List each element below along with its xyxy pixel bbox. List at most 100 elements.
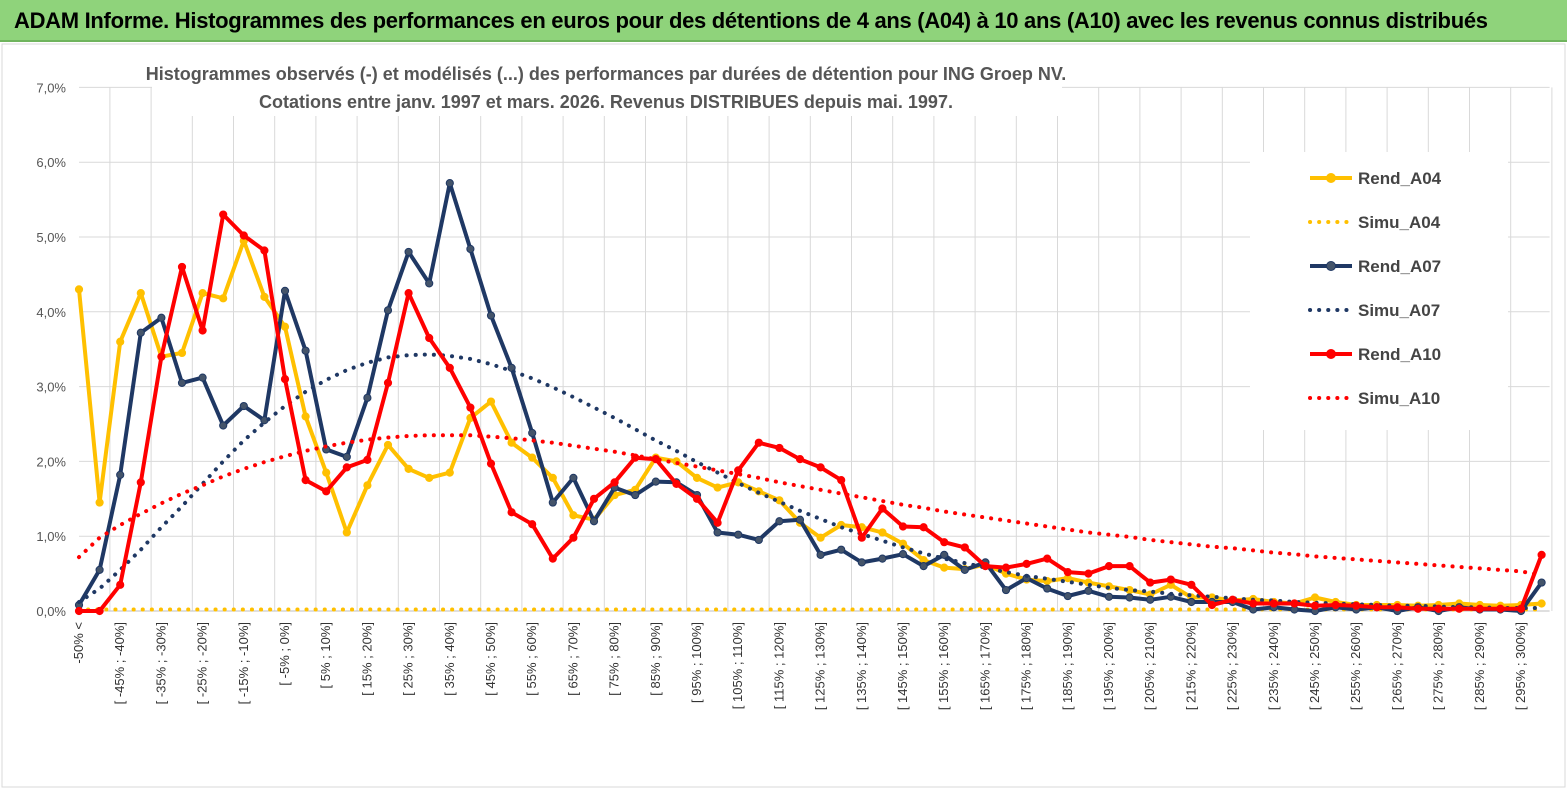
x-tick-label: [ 25% ; 30%] (401, 622, 416, 696)
data-point (528, 520, 537, 529)
data-point (507, 508, 516, 517)
data-point (95, 606, 104, 616)
x-tick-label: [ 255% ; 260%] (1348, 622, 1363, 710)
legend-entry-Simu_A10: Simu_A10 (1308, 389, 1440, 408)
data-point (1187, 597, 1196, 607)
x-tick-label: [ 145% ; 150%] (895, 622, 910, 710)
data-point (1043, 584, 1052, 593)
data-point (1125, 562, 1134, 571)
legend-entry-Rend_A10: Rend_A10 (1310, 345, 1441, 364)
series-line (77, 433, 1544, 578)
data-point (445, 468, 454, 477)
data-point (466, 244, 475, 254)
data-point (548, 554, 557, 563)
data-point (425, 333, 434, 343)
data-point (136, 478, 145, 487)
data-point (404, 247, 413, 257)
data-point (672, 479, 681, 488)
data-point (734, 530, 743, 539)
data-point (1063, 568, 1072, 577)
data-point (528, 453, 537, 462)
legend-marker (1326, 173, 1336, 183)
data-point (1475, 604, 1484, 613)
data-point (342, 452, 351, 462)
data-point (1187, 580, 1196, 589)
data-point (1455, 604, 1464, 613)
x-tick-label: [ -15% ; -10%] (236, 622, 251, 704)
data-point (1022, 559, 1031, 568)
x-tick-label: [ -35% ; -30%] (153, 622, 168, 704)
data-point (74, 285, 84, 294)
data-point (445, 363, 454, 372)
data-point (713, 483, 722, 492)
data-point (589, 517, 599, 526)
x-tick-label: [ 85% ; 90%] (648, 622, 663, 696)
data-point (280, 322, 290, 331)
data-point (775, 517, 784, 526)
data-point (837, 545, 846, 554)
x-tick-label: [ 205% ; 210%] (1142, 622, 1157, 710)
x-tick-label: [ 175% ; 180%] (1019, 622, 1034, 710)
series-Simu_A10 (77, 433, 1544, 578)
data-point (1331, 600, 1340, 610)
data-point (280, 286, 290, 295)
x-tick-label: [ 235% ; 240%] (1266, 622, 1281, 710)
data-point (816, 550, 825, 560)
data-point (301, 476, 310, 485)
data-point (425, 473, 434, 482)
data-point (775, 443, 784, 453)
x-tick-label: [ 295% ; 300%] (1513, 622, 1528, 710)
x-tick-label: [ 95% ; 100%] (689, 622, 704, 703)
data-point (1537, 599, 1546, 608)
x-tick-label: [ 125% ; 130%] (813, 622, 828, 710)
data-point (610, 478, 619, 487)
y-tick-label: 1,0% (36, 529, 66, 544)
data-point (322, 468, 331, 477)
legend-background (1250, 152, 1508, 430)
data-point (219, 294, 228, 303)
x-tick-label: [ 285% ; 290%] (1472, 622, 1487, 710)
legend: Rend_A04 Simu_A04 Rend_A07 Simu_A07 Rend_A10… (1308, 169, 1442, 408)
data-point (878, 528, 887, 537)
legend-label: Simu_A10 (1358, 389, 1440, 408)
data-point (342, 463, 351, 472)
x-tick-label: [ 135% ; 140%] (854, 622, 869, 710)
data-point (1084, 586, 1093, 595)
data-point (1413, 604, 1423, 613)
y-tick-label: 3,0% (36, 380, 66, 395)
data-point (1496, 604, 1505, 613)
data-point (486, 397, 496, 406)
data-point (363, 481, 372, 490)
data-point (1516, 604, 1526, 613)
chart-title-background (152, 58, 1062, 116)
data-point (569, 533, 578, 542)
data-point (1249, 599, 1258, 608)
chart-subtitle: Cotations entre janv. 1997 et mars. 2026… (259, 92, 953, 112)
data-point (898, 522, 908, 531)
data-point (1269, 599, 1278, 608)
data-point (981, 562, 990, 571)
data-point (1228, 595, 1237, 604)
data-point (1001, 585, 1011, 595)
x-tick-label: [ 185% ; 190%] (1060, 622, 1075, 710)
data-point (404, 464, 413, 473)
data-point (239, 401, 248, 411)
x-tick-label: [ -25% ; -20%] (195, 622, 210, 704)
data-point (754, 438, 763, 447)
report-banner: ADAM Informe. Histogrammes des performan… (0, 0, 1567, 42)
series-lines (74, 179, 1546, 616)
data-point (1372, 603, 1381, 612)
legend-label: Rend_A10 (1358, 345, 1441, 364)
data-point (1043, 554, 1052, 563)
legend-marker (1326, 261, 1336, 271)
data-point (1393, 603, 1402, 612)
data-point (363, 455, 372, 465)
y-tick-label: 6,0% (36, 155, 66, 170)
data-point (1310, 601, 1320, 610)
data-point (301, 346, 310, 355)
data-point (322, 487, 331, 496)
x-tick-label: [ 195% ; 200%] (1101, 622, 1116, 710)
data-point (1104, 562, 1114, 571)
data-point (960, 565, 969, 574)
data-point (1207, 600, 1217, 610)
